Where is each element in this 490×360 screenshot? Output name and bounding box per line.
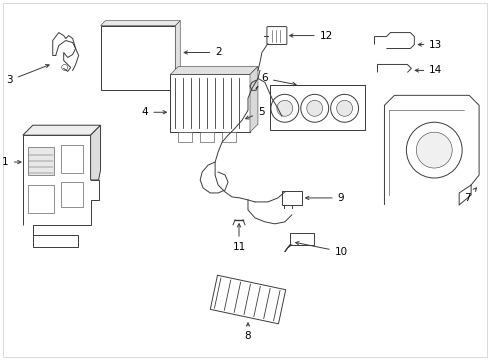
Circle shape	[416, 132, 452, 168]
Bar	[61, 182, 83, 207]
Polygon shape	[374, 32, 415, 49]
Text: 14: 14	[415, 66, 442, 76]
Circle shape	[62, 64, 68, 71]
Polygon shape	[250, 67, 258, 132]
Polygon shape	[23, 135, 98, 247]
Bar	[222, 132, 236, 142]
FancyBboxPatch shape	[290, 233, 314, 245]
Bar	[270, 85, 365, 130]
FancyBboxPatch shape	[267, 27, 287, 45]
Text: 4: 4	[142, 107, 167, 117]
Circle shape	[271, 94, 299, 122]
Text: 2: 2	[184, 48, 222, 58]
Bar	[171, 75, 250, 132]
Text: 3: 3	[6, 64, 49, 85]
Text: 7: 7	[464, 188, 476, 203]
Circle shape	[331, 94, 359, 122]
Circle shape	[307, 100, 323, 116]
Polygon shape	[100, 21, 180, 26]
Circle shape	[301, 94, 329, 122]
Text: 12: 12	[290, 31, 333, 41]
Text: 13: 13	[418, 40, 442, 50]
Text: 6: 6	[261, 73, 296, 86]
Text: 11: 11	[232, 224, 245, 252]
Bar	[28, 147, 54, 175]
Polygon shape	[175, 21, 180, 90]
Circle shape	[406, 122, 462, 178]
Text: 5: 5	[245, 107, 265, 119]
Bar	[100, 26, 175, 90]
Text: 8: 8	[245, 323, 251, 341]
Text: 1: 1	[2, 157, 21, 167]
Circle shape	[337, 100, 353, 116]
Polygon shape	[91, 125, 100, 180]
Circle shape	[277, 100, 293, 116]
Polygon shape	[385, 95, 479, 205]
Text: 10: 10	[295, 242, 348, 257]
Polygon shape	[210, 275, 286, 324]
Bar	[61, 145, 83, 173]
Bar	[28, 185, 54, 213]
FancyBboxPatch shape	[282, 191, 302, 205]
Polygon shape	[171, 67, 258, 75]
Polygon shape	[23, 125, 100, 135]
Text: 9: 9	[306, 193, 344, 203]
Polygon shape	[377, 64, 412, 72]
Bar	[178, 132, 192, 142]
Bar	[200, 132, 214, 142]
